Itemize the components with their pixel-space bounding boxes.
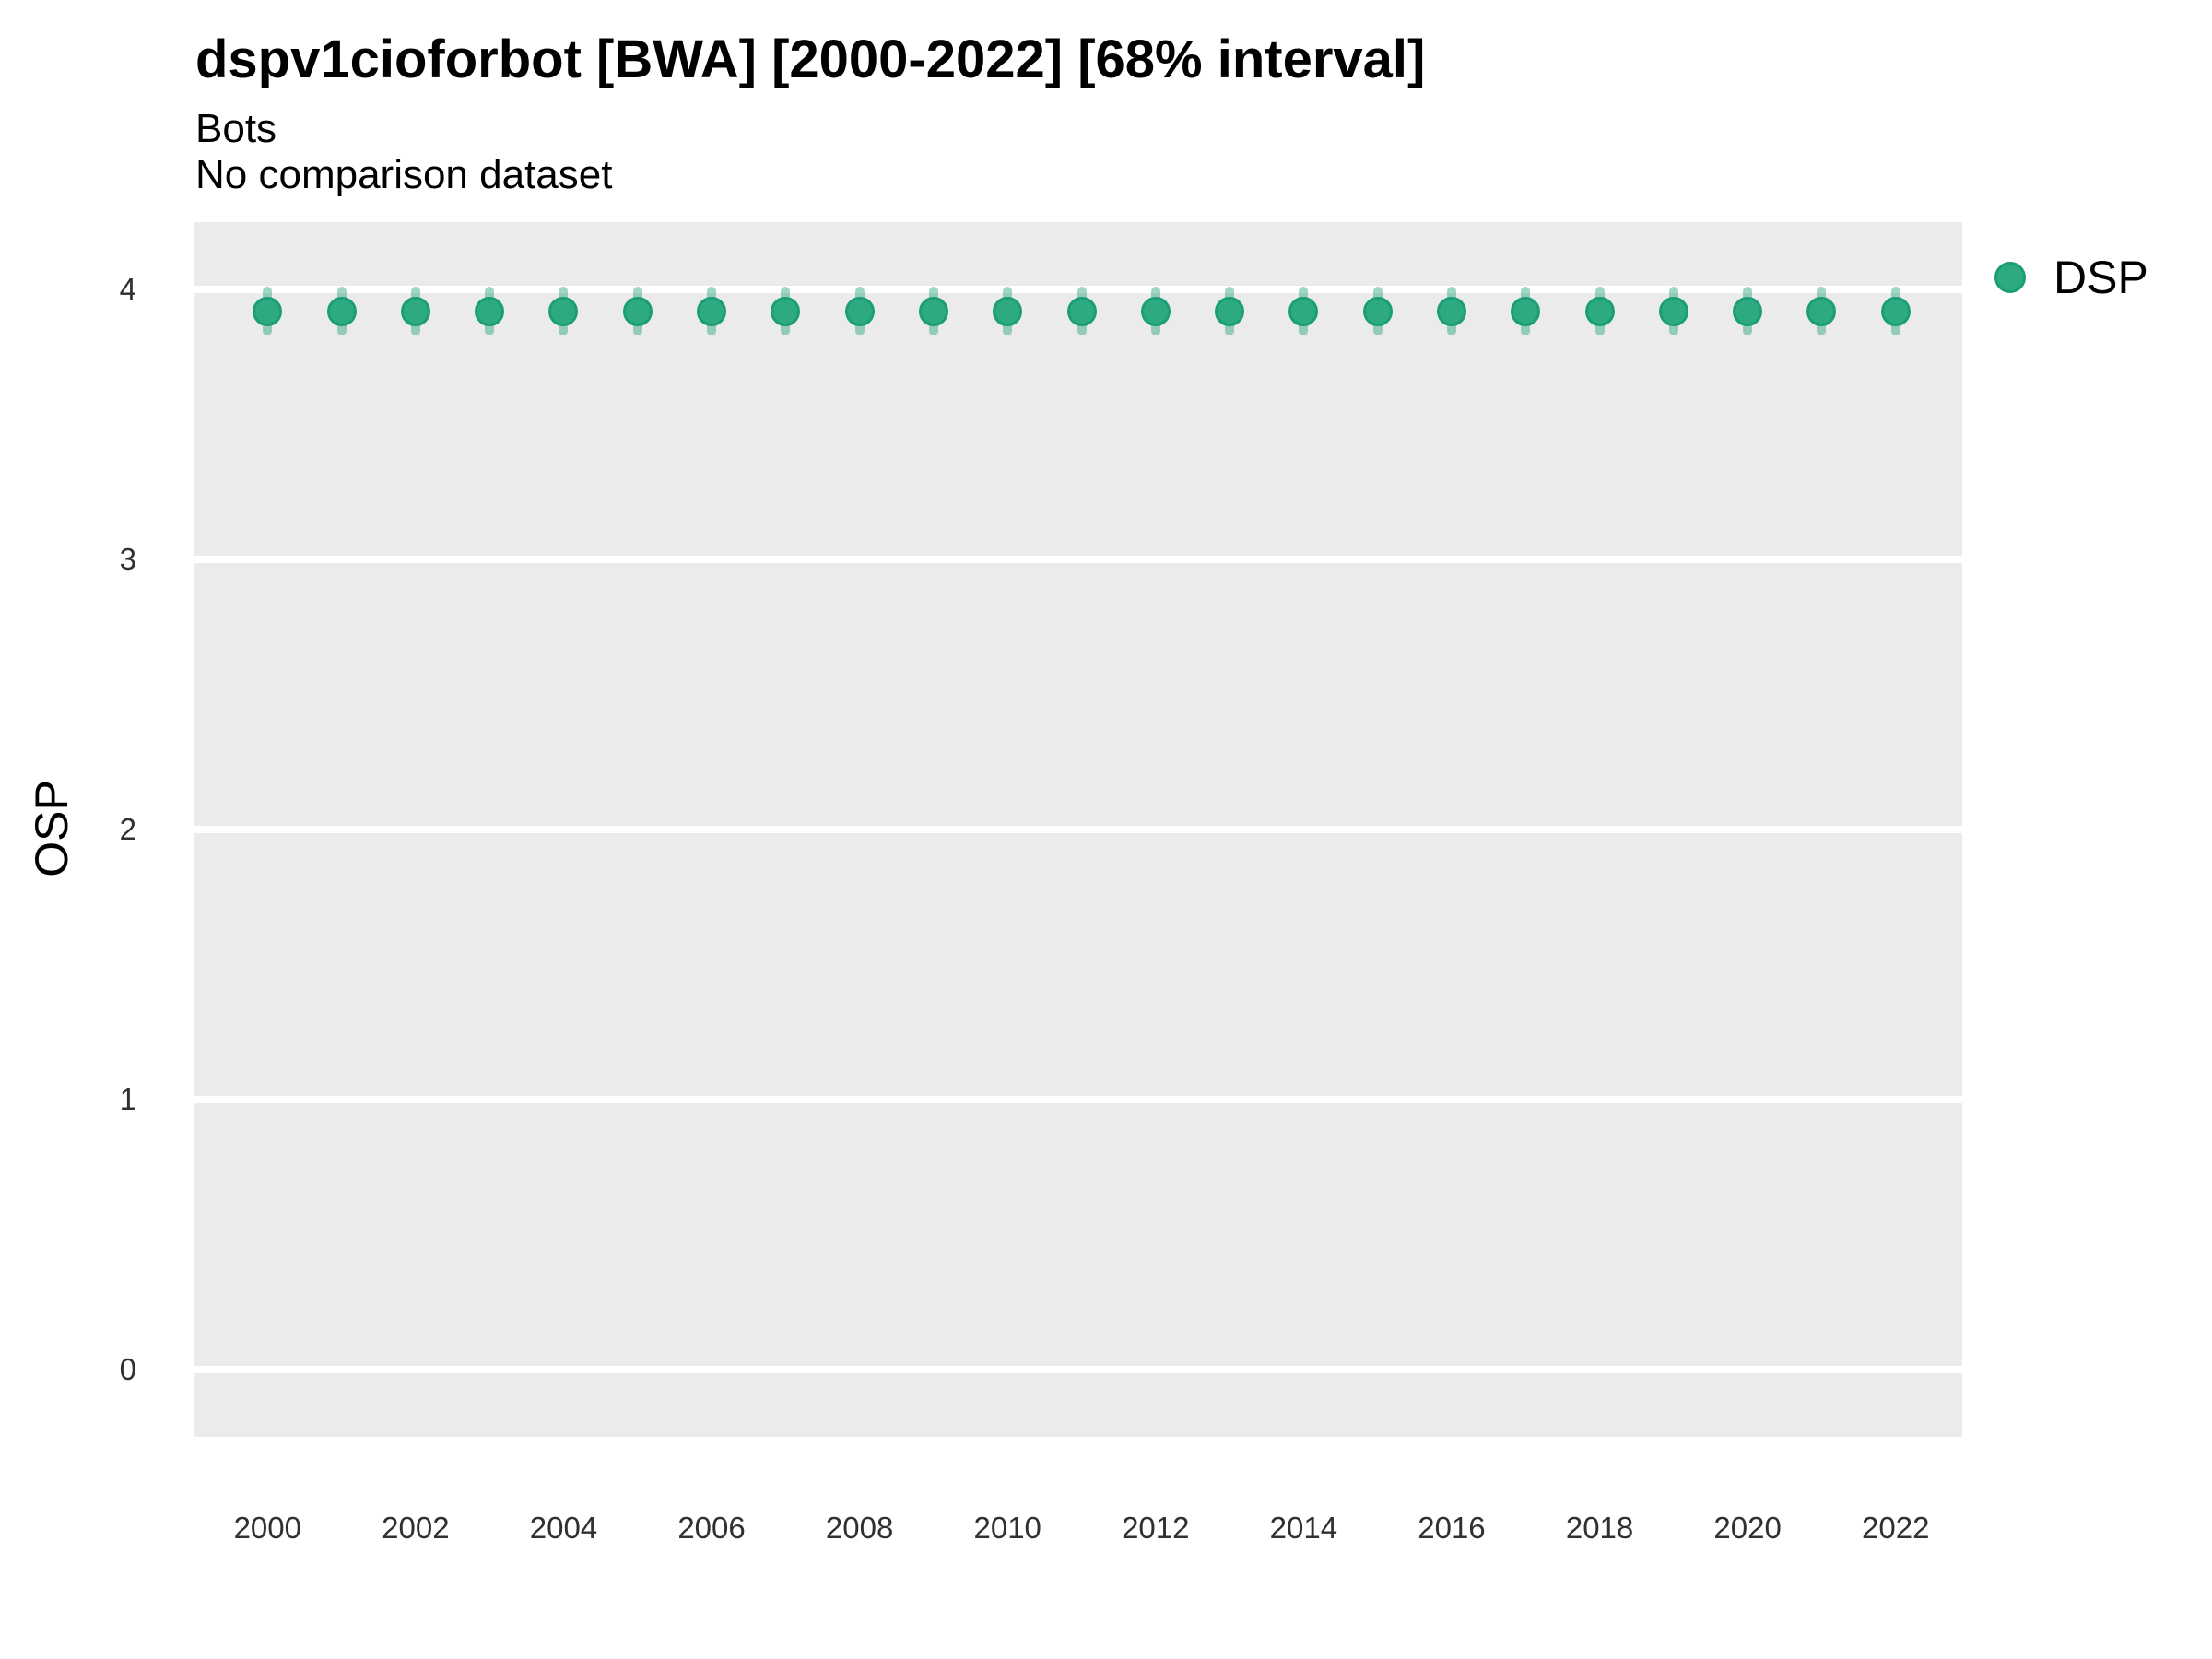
- legend-label-dsp: DSP: [2053, 252, 2148, 303]
- data-point-2014: [1288, 296, 1319, 326]
- chart-subtitle-comparison: No comparison dataset: [195, 152, 613, 197]
- x-tick-label-2000: 2000: [233, 1511, 301, 1545]
- y-tick-label-1: 1: [119, 1081, 136, 1116]
- gridline-y-1: [194, 1095, 1962, 1103]
- data-point-2004: [548, 296, 579, 326]
- x-tick-label-2018: 2018: [1565, 1511, 1634, 1545]
- y-tick-label-4: 4: [119, 272, 136, 307]
- data-point-2016: [1436, 296, 1466, 326]
- x-tick-label-2014: 2014: [1269, 1511, 1338, 1545]
- y-tick-label-0: 0: [119, 1351, 136, 1386]
- x-tick-label-2016: 2016: [1418, 1511, 1486, 1545]
- x-tick-label-2012: 2012: [1122, 1511, 1190, 1545]
- data-point-2015: [1362, 296, 1393, 326]
- data-point-2008: [844, 296, 875, 326]
- data-point-2002: [400, 296, 430, 326]
- gridline-y-2: [194, 826, 1962, 833]
- data-point-2013: [1215, 296, 1245, 326]
- y-tick-label-3: 3: [119, 542, 136, 577]
- data-point-2011: [1066, 296, 1097, 326]
- data-point-2001: [326, 296, 357, 326]
- data-point-2005: [622, 296, 653, 326]
- gridline-y-3: [194, 556, 1962, 564]
- chart-title: dspv1cioforbot [BWA] [2000-2022] [68% in…: [195, 29, 1426, 89]
- data-point-2003: [475, 296, 505, 326]
- x-tick-label-2010: 2010: [973, 1511, 1041, 1545]
- data-point-2000: [253, 296, 283, 326]
- x-tick-label-2022: 2022: [1862, 1511, 1930, 1545]
- data-point-2021: [1806, 296, 1837, 326]
- x-tick-label-2002: 2002: [382, 1511, 450, 1545]
- legend-marker-dsp: [1994, 262, 2026, 293]
- data-point-2017: [1511, 296, 1541, 326]
- chart-subtitle: Bots: [195, 106, 277, 151]
- plot-panel: [194, 222, 1962, 1437]
- data-point-2010: [993, 296, 1023, 326]
- x-tick-label-2008: 2008: [825, 1511, 894, 1545]
- x-tick-label-2020: 2020: [1713, 1511, 1782, 1545]
- data-point-2007: [771, 296, 801, 326]
- data-point-2020: [1733, 296, 1763, 326]
- x-tick-label-2004: 2004: [529, 1511, 598, 1545]
- data-point-2018: [1584, 296, 1615, 326]
- gridline-y-0: [194, 1365, 1962, 1373]
- x-tick-label-2006: 2006: [677, 1511, 746, 1545]
- gridline-y-4: [194, 286, 1962, 294]
- data-point-2012: [1140, 296, 1171, 326]
- data-point-2009: [918, 296, 948, 326]
- data-point-2022: [1880, 296, 1911, 326]
- data-point-2019: [1658, 296, 1688, 326]
- y-tick-label-2: 2: [119, 812, 136, 846]
- data-point-2006: [697, 296, 727, 326]
